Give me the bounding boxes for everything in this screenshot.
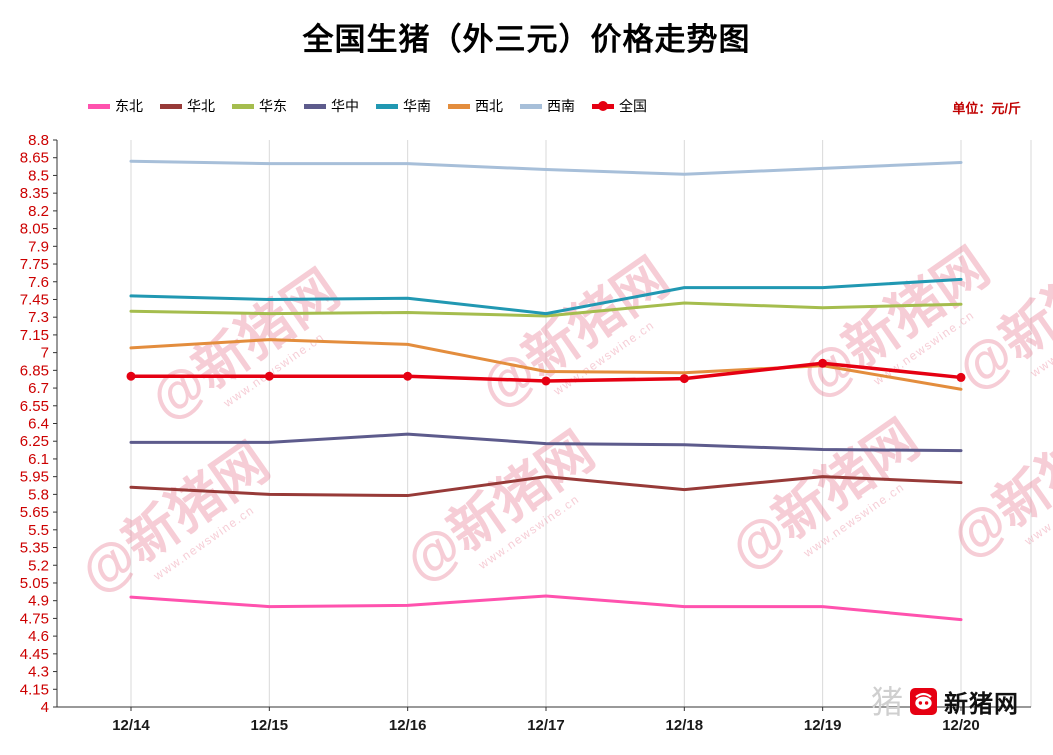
y-tick-label: 7.9 bbox=[28, 238, 49, 255]
y-tick-label: 8.05 bbox=[20, 221, 49, 238]
legend-item-0: 东北 bbox=[88, 96, 143, 116]
series-line-1 bbox=[129, 475, 963, 498]
newswine-logo-icon bbox=[910, 688, 937, 715]
legend-label: 西南 bbox=[547, 98, 575, 114]
brand-name: 新猪网 bbox=[944, 691, 1019, 718]
y-tick-label: 6.55 bbox=[20, 398, 49, 415]
legend-item-5: 西北 bbox=[448, 96, 503, 116]
data-point-marker bbox=[679, 374, 689, 384]
legend-swatch bbox=[520, 103, 542, 109]
y-tick-label: 4.3 bbox=[28, 664, 49, 681]
data-point-marker bbox=[541, 376, 551, 386]
x-tick-label: 12/17 bbox=[527, 717, 565, 734]
y-tick-label: 6.7 bbox=[28, 380, 49, 397]
series-line-6 bbox=[129, 159, 963, 176]
y-tick-label: 5.95 bbox=[20, 469, 49, 486]
y-tick-label: 8.35 bbox=[20, 185, 49, 202]
y-tick-label: 7.75 bbox=[20, 256, 49, 273]
x-axis: 12/14 12/15 12/16 12/17 12/18 12/19 12/20 bbox=[112, 707, 980, 734]
series-line-4 bbox=[129, 277, 963, 316]
data-point-marker bbox=[818, 358, 828, 368]
y-tick-label: 5.8 bbox=[28, 486, 49, 503]
data-point-marker bbox=[403, 371, 413, 381]
y-tick-label: 4.45 bbox=[20, 646, 49, 663]
x-tick-label: 12/14 bbox=[112, 717, 150, 734]
y-tick-label: 7.45 bbox=[20, 291, 49, 308]
y-tick-label: 5.35 bbox=[20, 540, 49, 557]
y-tick-label: 6.85 bbox=[20, 362, 49, 379]
chart-title: 全国生猪（外三元）价格走势图 bbox=[302, 22, 751, 57]
y-tick-label: 5.05 bbox=[20, 575, 49, 592]
y-tick-label: 8.65 bbox=[20, 150, 49, 167]
y-tick-label: 5.65 bbox=[20, 504, 49, 521]
legend-label: 华北 bbox=[187, 98, 215, 114]
y-tick-label: 4.6 bbox=[28, 628, 49, 645]
y-tick-label: 6.25 bbox=[20, 433, 49, 450]
y-tick-label: 5.2 bbox=[28, 557, 49, 574]
y-tick-label: 7.6 bbox=[28, 274, 49, 291]
legend-label: 西北 bbox=[475, 98, 503, 114]
legend-item-4: 华南 bbox=[376, 96, 431, 116]
series-line-7 bbox=[126, 358, 966, 386]
y-tick-label: 7 bbox=[41, 345, 49, 362]
y-tick-label: 4.9 bbox=[28, 593, 49, 610]
series-line-3 bbox=[129, 432, 963, 453]
legend-swatch bbox=[376, 103, 398, 109]
legend-swatch bbox=[592, 101, 614, 111]
y-tick-label: 7.3 bbox=[28, 309, 49, 326]
legend-item-3: 华中 bbox=[304, 96, 359, 116]
y-axis: 44.154.34.454.64.754.95.055.25.355.55.65… bbox=[20, 132, 57, 716]
y-tick-label: 8.2 bbox=[28, 203, 49, 220]
series-line-0 bbox=[129, 594, 963, 622]
y-tick-label: 8.8 bbox=[28, 132, 49, 149]
legend-item-1: 华北 bbox=[160, 96, 215, 116]
legend-label: 华东 bbox=[259, 98, 287, 114]
legend-marker-dot bbox=[598, 101, 608, 111]
data-point-marker bbox=[264, 371, 274, 381]
y-tick-label: 4.75 bbox=[20, 610, 49, 627]
data-point-marker bbox=[126, 371, 136, 381]
legend-label: 全国 bbox=[619, 98, 647, 114]
y-tick-label: 5.5 bbox=[28, 522, 49, 539]
unit-label: 单位：元/斤 bbox=[952, 101, 1021, 116]
legend-swatch bbox=[88, 103, 110, 109]
data-point-marker bbox=[956, 372, 966, 382]
x-tick-label: 12/16 bbox=[389, 717, 427, 734]
legend-label: 东北 bbox=[115, 98, 143, 114]
legend-item-7: 全国 bbox=[592, 96, 647, 116]
legend-swatch bbox=[160, 103, 182, 109]
legend-swatch bbox=[232, 103, 254, 109]
x-tick-label: 12/18 bbox=[666, 717, 704, 734]
y-tick-label: 7.15 bbox=[20, 327, 49, 344]
y-tick-label: 8.5 bbox=[28, 167, 49, 184]
legend-label: 华中 bbox=[331, 98, 359, 114]
x-tick-label: 12/19 bbox=[804, 717, 842, 734]
legend-item-6: 西南 bbox=[520, 96, 575, 116]
footer-brand: 猪 新猪网 bbox=[871, 684, 1019, 719]
legend: 东北 华北 华东 华中 华南 西北 西南 全国 bbox=[88, 96, 647, 116]
brand-watermark-glyph: 猪 bbox=[870, 683, 903, 720]
legend-swatch bbox=[304, 103, 326, 109]
y-tick-label: 4 bbox=[41, 699, 49, 716]
gridlines bbox=[130, 140, 1032, 707]
y-tick-label: 4.15 bbox=[20, 681, 49, 698]
legend-item-2: 华东 bbox=[232, 96, 287, 116]
x-tick-label: 12/20 bbox=[942, 717, 980, 734]
legend-swatch bbox=[448, 103, 470, 109]
legend-label: 华南 bbox=[403, 98, 431, 114]
series-line-2 bbox=[129, 301, 963, 318]
y-tick-label: 6.4 bbox=[28, 416, 49, 433]
y-tick-label: 6.1 bbox=[28, 451, 49, 468]
x-tick-label: 12/15 bbox=[251, 717, 289, 734]
